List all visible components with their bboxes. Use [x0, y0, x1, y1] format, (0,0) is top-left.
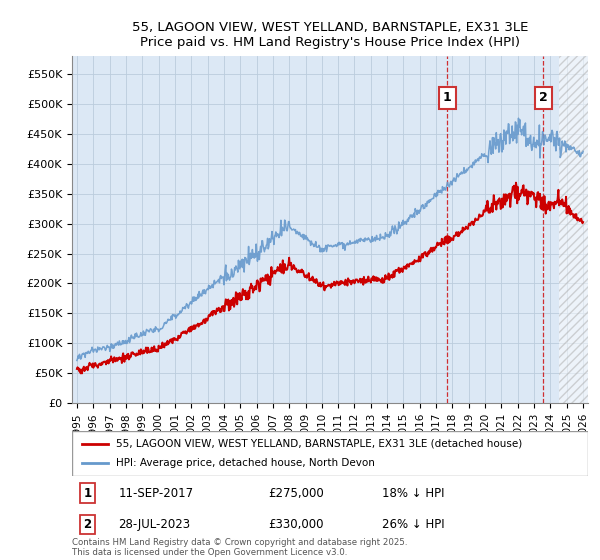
Text: 28-JUL-2023: 28-JUL-2023 [118, 518, 191, 531]
Text: 1: 1 [443, 91, 452, 104]
Text: 11-SEP-2017: 11-SEP-2017 [118, 487, 194, 500]
Text: 26% ↓ HPI: 26% ↓ HPI [382, 518, 444, 531]
Text: 2: 2 [539, 91, 548, 104]
Title: 55, LAGOON VIEW, WEST YELLAND, BARNSTAPLE, EX31 3LE
Price paid vs. HM Land Regis: 55, LAGOON VIEW, WEST YELLAND, BARNSTAPL… [132, 21, 528, 49]
Text: Contains HM Land Registry data © Crown copyright and database right 2025.
This d: Contains HM Land Registry data © Crown c… [72, 538, 407, 557]
Text: £330,000: £330,000 [268, 518, 323, 531]
Text: 55, LAGOON VIEW, WEST YELLAND, BARNSTAPLE, EX31 3LE (detached house): 55, LAGOON VIEW, WEST YELLAND, BARNSTAPL… [116, 438, 522, 449]
Text: £275,000: £275,000 [268, 487, 324, 500]
Text: HPI: Average price, detached house, North Devon: HPI: Average price, detached house, Nort… [116, 459, 375, 469]
Text: 2: 2 [83, 518, 92, 531]
Text: 18% ↓ HPI: 18% ↓ HPI [382, 487, 444, 500]
Text: 1: 1 [83, 487, 92, 500]
FancyBboxPatch shape [72, 431, 588, 476]
